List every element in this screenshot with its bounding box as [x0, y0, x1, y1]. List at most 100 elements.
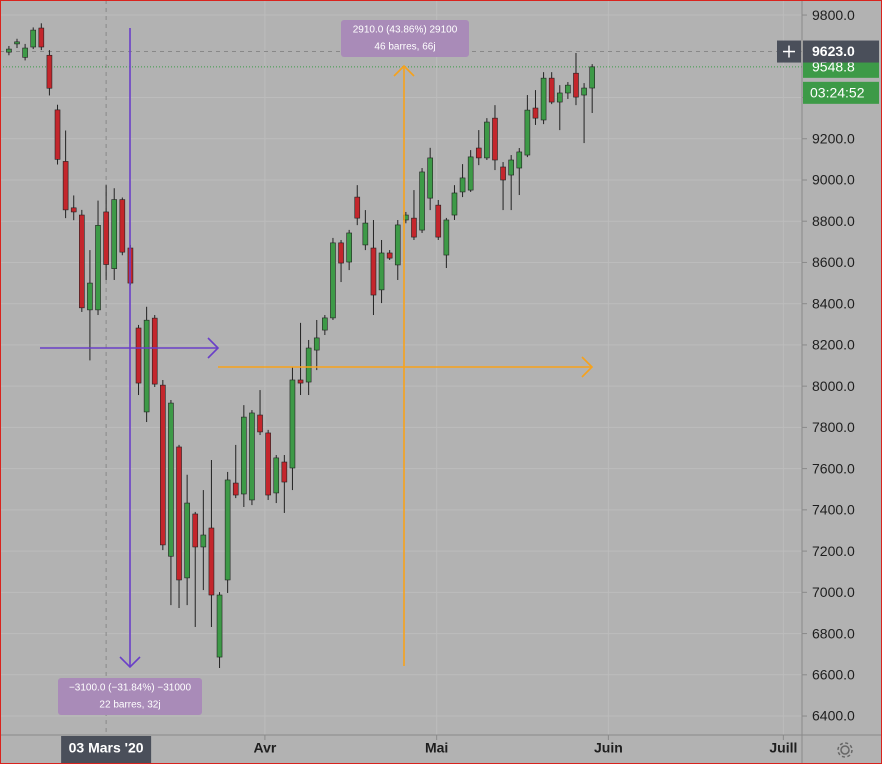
- y-tick-label: 8000.0: [812, 378, 855, 394]
- candle-body: [459, 177, 466, 193]
- candle-body: [443, 219, 450, 256]
- measure-label: 46 barres, 66j: [374, 42, 435, 53]
- candle-body: [516, 151, 523, 169]
- x-tick-label: Juill: [769, 740, 797, 756]
- candle-body: [313, 337, 320, 351]
- candle-body: [62, 161, 69, 211]
- candle-body: [581, 87, 587, 96]
- y-tick-label: 9200.0: [812, 130, 855, 146]
- crosshair-price-box: [803, 40, 879, 63]
- measure-purple: [40, 28, 220, 669]
- candle-body: [297, 379, 304, 384]
- y-tick-label: 9800.0: [812, 7, 855, 23]
- measure-label: 2910.0 (43.86%) 29100: [353, 25, 458, 36]
- candle-body: [249, 412, 255, 501]
- candle-body: [378, 252, 385, 291]
- x-tick-label: Mai: [425, 740, 448, 756]
- candle-body: [330, 242, 336, 319]
- y-tick-label: 7000.0: [812, 584, 855, 600]
- x-tick-label: Avr: [253, 740, 276, 756]
- y-tick-label: 8400.0: [812, 295, 855, 311]
- candle-body: [22, 47, 28, 58]
- candle-body: [370, 247, 377, 296]
- candle-body: [475, 147, 482, 159]
- candle-body: [265, 432, 271, 496]
- candle-body: [14, 41, 20, 45]
- settings-icon[interactable]: [837, 742, 853, 758]
- y-tick-label: 8800.0: [812, 213, 855, 229]
- candle-body: [46, 54, 53, 89]
- measure-arrowhead: [581, 356, 594, 378]
- candle-body: [95, 225, 101, 311]
- candle-body: [524, 109, 531, 156]
- measure-arrowhead: [393, 64, 415, 77]
- candle-body: [427, 157, 433, 199]
- candle-body: [176, 446, 182, 581]
- y-tick-label: 6400.0: [812, 708, 855, 724]
- candle-body: [411, 217, 417, 238]
- candle-body: [419, 171, 425, 231]
- candle-body: [492, 117, 498, 161]
- y-tick-label: 6800.0: [812, 625, 855, 641]
- measure-orange: [218, 64, 594, 666]
- candle-body: [500, 166, 506, 181]
- candle-body: [216, 594, 223, 658]
- measure-label: 22 barres, 32j: [99, 700, 160, 711]
- candle-body: [79, 214, 85, 309]
- candle-body: [362, 222, 369, 246]
- candle-body: [160, 384, 166, 546]
- candle-body: [87, 282, 93, 311]
- countdown-box: [803, 81, 879, 104]
- candle-body: [467, 156, 474, 191]
- candle-body: [119, 199, 126, 253]
- measure-arrowhead: [207, 337, 220, 359]
- candle-body: [338, 242, 344, 264]
- candle-body: [322, 317, 328, 331]
- candle-body: [508, 159, 514, 176]
- candle-body: [30, 29, 37, 48]
- candle-body: [354, 196, 361, 219]
- candle-body: [289, 379, 296, 469]
- candle-body: [386, 252, 393, 259]
- y-tick-label: 6600.0: [812, 667, 855, 683]
- candle-body: [281, 461, 288, 483]
- candle-body: [208, 527, 215, 596]
- candle-body: [168, 402, 174, 557]
- x-tick-label: Juin: [594, 740, 623, 756]
- crosshair-x-label: 03 Mars '20: [69, 740, 144, 756]
- measure-label-box: [341, 20, 469, 57]
- candle-body: [565, 84, 571, 94]
- candle-body: [305, 347, 312, 383]
- candle-body: [111, 199, 118, 269]
- last-price-label: 9548.8: [812, 59, 855, 75]
- y-tick-label: 8200.0: [812, 337, 855, 353]
- add-alert-button[interactable]: [777, 40, 801, 63]
- candle-body: [200, 534, 207, 548]
- candle-body: [556, 92, 563, 103]
- y-tick-label: 9000.0: [812, 172, 855, 188]
- candle-body: [70, 207, 77, 213]
- candle-body: [257, 414, 263, 433]
- candle-body: [451, 192, 458, 216]
- candle-body: [54, 109, 61, 160]
- candle-body: [103, 211, 109, 265]
- candle-body: [346, 232, 352, 263]
- candle-body: [151, 317, 158, 385]
- y-tick-label: 7800.0: [812, 419, 855, 435]
- candle-body: [224, 479, 231, 581]
- candles: [6, 23, 595, 668]
- y-tick-label: 7400.0: [812, 502, 855, 518]
- crosshair-x-label-box: [61, 736, 152, 763]
- candle-body: [232, 482, 239, 496]
- candle-body: [38, 27, 45, 48]
- measure-label-box: [58, 678, 202, 715]
- axes: 6400.0 6600.0 6800.0 7000.0 7200.0 7400.0 7600…: [61, 7, 879, 763]
- countdown: 03:24:52: [810, 85, 865, 101]
- measure-label: −3100.0 (−31.84%) −31000: [69, 683, 191, 694]
- candle-body: [532, 107, 539, 119]
- candle-body: [6, 48, 12, 53]
- y-tick-label: 8600.0: [812, 254, 855, 270]
- crosshair-price-label: 9623.0: [812, 43, 855, 59]
- y-tick-label: 7200.0: [812, 543, 855, 559]
